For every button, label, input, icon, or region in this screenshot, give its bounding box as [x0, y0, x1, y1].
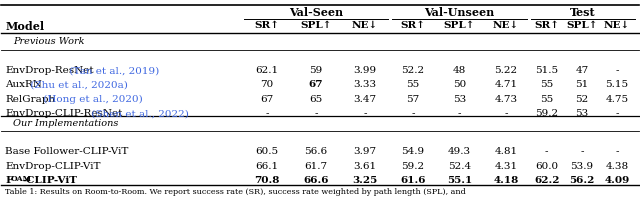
Text: 5.15: 5.15 [605, 80, 628, 89]
Text: 57: 57 [406, 95, 420, 104]
Text: 3.47: 3.47 [353, 95, 377, 104]
Text: 66.6: 66.6 [303, 176, 329, 185]
Text: 67: 67 [308, 80, 323, 89]
Text: -: - [265, 109, 269, 118]
Text: 62.1: 62.1 [255, 66, 278, 75]
Text: 53: 53 [452, 95, 466, 104]
Text: -: - [615, 147, 619, 156]
Text: 59.2: 59.2 [535, 109, 558, 118]
Text: SPL↑: SPL↑ [300, 21, 332, 30]
Text: 49.3: 49.3 [448, 147, 471, 156]
Text: 65: 65 [309, 95, 323, 104]
Text: 62.2: 62.2 [534, 176, 559, 185]
Text: RelGraph: RelGraph [5, 95, 56, 104]
Text: 3.25: 3.25 [353, 176, 378, 185]
Text: -: - [458, 109, 461, 118]
Text: 53.9: 53.9 [570, 162, 593, 171]
Text: 3.99: 3.99 [353, 66, 377, 75]
Text: Val-Seen: Val-Seen [289, 7, 343, 18]
Text: Val-Unseen: Val-Unseen [424, 7, 495, 18]
Text: -CLIP-ViT: -CLIP-ViT [22, 176, 77, 185]
Text: Base Follower-CLIP-ViT: Base Follower-CLIP-ViT [5, 147, 129, 156]
Text: NE↓: NE↓ [493, 21, 519, 30]
Text: 70: 70 [260, 80, 273, 89]
Text: 48: 48 [452, 66, 466, 75]
Text: Previous Work: Previous Work [13, 37, 85, 46]
Text: 56.2: 56.2 [569, 176, 595, 185]
Text: 53: 53 [575, 109, 589, 118]
Text: 3.97: 3.97 [353, 147, 377, 156]
Text: 52.2: 52.2 [401, 66, 424, 75]
Text: -: - [580, 147, 584, 156]
Text: 5.22: 5.22 [494, 66, 517, 75]
Text: SR↑: SR↑ [534, 21, 559, 30]
Text: 51: 51 [575, 80, 589, 89]
Text: 66.1: 66.1 [255, 162, 278, 171]
Text: EnvDrop-CLIP-ViT: EnvDrop-CLIP-ViT [5, 162, 101, 171]
Text: Test: Test [570, 7, 596, 18]
Text: Our Implementations: Our Implementations [13, 119, 118, 128]
Text: 61.6: 61.6 [400, 176, 426, 185]
Text: 4.71: 4.71 [494, 80, 517, 89]
Text: F: F [5, 176, 13, 185]
Text: 51.5: 51.5 [535, 66, 558, 75]
Text: 4.31: 4.31 [494, 162, 517, 171]
Text: 55: 55 [540, 80, 554, 89]
Text: 4.38: 4.38 [605, 162, 628, 171]
Text: 4.75: 4.75 [605, 95, 628, 104]
Text: SR↑: SR↑ [254, 21, 280, 30]
Text: (Hong et al., 2020): (Hong et al., 2020) [40, 95, 143, 104]
Text: 55.1: 55.1 [447, 176, 472, 185]
Text: AuxRN: AuxRN [5, 80, 42, 89]
Text: EnvDrop-CLIP-ResNet: EnvDrop-CLIP-ResNet [5, 109, 123, 118]
Text: 47: 47 [575, 66, 589, 75]
Text: OAM: OAM [11, 175, 32, 183]
Text: (Shen et al., 2022): (Shen et al., 2022) [88, 109, 189, 118]
Text: 60.0: 60.0 [535, 162, 558, 171]
Text: SPL↑: SPL↑ [566, 21, 598, 30]
Text: 52: 52 [575, 95, 589, 104]
Text: -: - [364, 109, 367, 118]
Text: -: - [411, 109, 415, 118]
Text: (Tan et al., 2019): (Tan et al., 2019) [66, 66, 159, 75]
Text: NE↓: NE↓ [604, 21, 630, 30]
Text: (Zhu et al., 2020a): (Zhu et al., 2020a) [27, 80, 128, 89]
Text: Table 1: Results on Room-to-Room. We report success rate (SR), success rate weig: Table 1: Results on Room-to-Room. We rep… [5, 187, 466, 196]
Text: 55: 55 [406, 80, 420, 89]
Text: 67: 67 [260, 95, 273, 104]
Text: -: - [314, 109, 318, 118]
Text: 50: 50 [452, 80, 466, 89]
Text: 70.8: 70.8 [254, 176, 280, 185]
Text: Model: Model [5, 21, 45, 32]
Text: -: - [504, 109, 508, 118]
Text: SPL↑: SPL↑ [444, 21, 475, 30]
Text: -: - [615, 66, 619, 75]
Text: 56.6: 56.6 [305, 147, 328, 156]
Text: 61.7: 61.7 [305, 162, 328, 171]
Text: 4.18: 4.18 [493, 176, 518, 185]
Text: 4.09: 4.09 [604, 176, 630, 185]
Text: 4.73: 4.73 [494, 95, 517, 104]
Text: 59: 59 [309, 66, 323, 75]
Text: -: - [545, 147, 548, 156]
Text: 54.9: 54.9 [401, 147, 424, 156]
Text: 3.61: 3.61 [353, 162, 377, 171]
Text: EnvDrop-ResNet: EnvDrop-ResNet [5, 66, 94, 75]
Text: SR↑: SR↑ [401, 21, 426, 30]
Text: 59.2: 59.2 [401, 162, 424, 171]
Text: -: - [615, 109, 619, 118]
Text: 55: 55 [540, 95, 554, 104]
Text: NE↓: NE↓ [352, 21, 378, 30]
Text: 52.4: 52.4 [448, 162, 471, 171]
Text: 3.33: 3.33 [353, 80, 377, 89]
Text: 4.81: 4.81 [494, 147, 517, 156]
Text: 60.5: 60.5 [255, 147, 278, 156]
